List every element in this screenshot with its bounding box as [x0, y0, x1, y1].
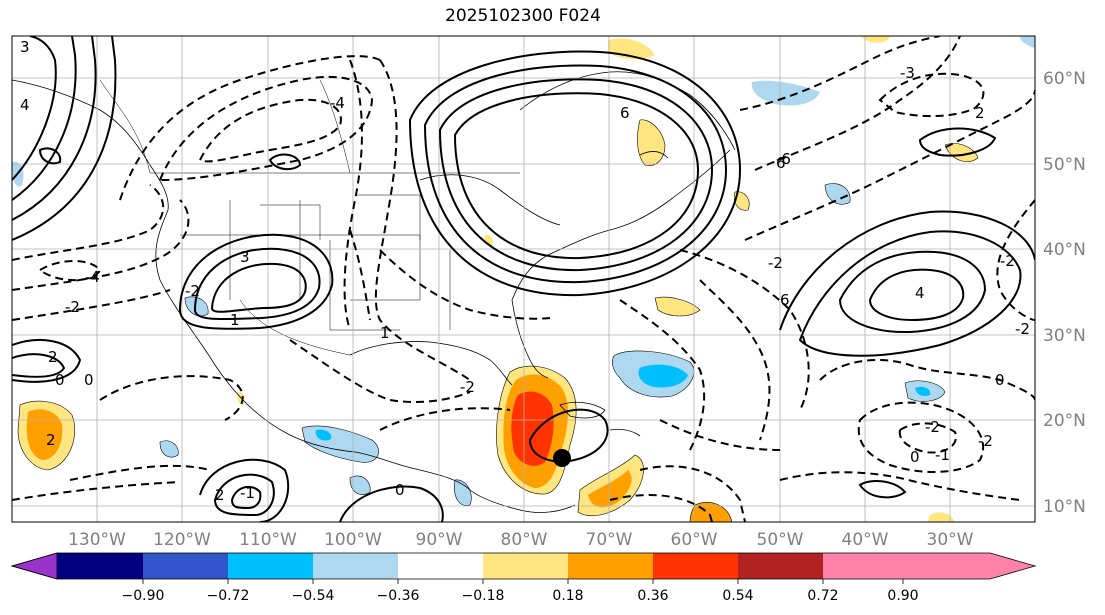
contour-label: 2: [46, 431, 56, 449]
colorbar-segment: [228, 553, 313, 579]
contour-label: 6: [780, 291, 790, 309]
contour-label: -2: [460, 378, 475, 396]
colorbar-extend-low: [10, 552, 58, 580]
lon-label: 60°W: [671, 530, 718, 550]
contour-labels: 3 4 6 3 0 2 4 6 6 -3 -4 -2 -2 2 -2 0 -2 …: [20, 38, 1030, 504]
contour-label: -1: [240, 484, 255, 502]
colorbar-segment: [57, 553, 143, 579]
storm-position-marker: [553, 449, 571, 467]
colorbar-segment: [483, 553, 568, 579]
colorbar: −0.90 −0.72 −0.54 −0.36 −0.18 0.18 0.36 …: [10, 552, 1037, 604]
map-title: 2025102300 F024: [445, 6, 601, 26]
colorbar-segment: [398, 553, 483, 579]
lat-label: 40°N: [1043, 240, 1086, 260]
contour-label: 4: [915, 284, 925, 302]
contour-label: 1: [230, 311, 240, 329]
colorbar-tick-label: −0.72: [207, 588, 250, 604]
latitude-labels: 60°N 50°N 40°N 30°N 20°N 10°N: [1043, 69, 1086, 517]
contour-label: 4: [20, 96, 30, 114]
colorbar-extend-high: [903, 553, 1035, 579]
contour-label: 0: [55, 371, 65, 389]
lon-label: 50°W: [757, 530, 804, 550]
colorbar-tick-label: 0.72: [807, 588, 838, 604]
colorbar-segment: [143, 553, 228, 579]
contour-label: -6: [776, 150, 791, 168]
contour-label: -4: [330, 94, 345, 112]
colorbar-tick-label: −0.90: [122, 588, 165, 604]
lon-label: 130°W: [68, 530, 126, 550]
lat-label: 10°N: [1043, 497, 1086, 517]
contour-label: 0: [995, 371, 1005, 389]
lon-label: 100°W: [324, 530, 382, 550]
contour-label: 3: [20, 38, 30, 56]
contour-label: -2: [185, 282, 200, 300]
contour-label: -4: [85, 268, 100, 286]
contour-label: -2: [925, 418, 940, 436]
coastlines: [12, 71, 736, 513]
gridlines: [12, 36, 1035, 522]
lat-label: 50°N: [1043, 155, 1086, 175]
lat-label: 20°N: [1043, 411, 1086, 431]
colorbar-tick-label: −0.54: [292, 588, 335, 604]
lon-label: 90°W: [416, 530, 463, 550]
contour-label: 6: [776, 154, 786, 172]
colorbar-tick-label: 0.90: [887, 588, 918, 604]
negative-contours: [12, 36, 1035, 522]
contour-label: 2: [215, 486, 225, 504]
contour-label: -3: [900, 64, 915, 82]
colorbar-segment: [568, 553, 653, 579]
colorbar-tick-label: −0.18: [462, 588, 505, 604]
contour-label: 6: [620, 104, 630, 122]
contour-label: 2: [48, 348, 58, 366]
colorbar-tick-label: 0.36: [637, 588, 668, 604]
lat-label: 30°N: [1043, 326, 1086, 346]
lon-label: 110°W: [239, 530, 297, 550]
positive-contours: [12, 36, 1035, 522]
contour-label: -2: [978, 432, 993, 450]
contour-label: -2: [1015, 320, 1030, 338]
colorbar-tick-labels: −0.90 −0.72 −0.54 −0.36 −0.18 0.18 0.36 …: [122, 588, 919, 604]
colorbar-segment: [738, 553, 823, 579]
lon-label: 120°W: [153, 530, 211, 550]
colorbar-outline: [10, 552, 1037, 580]
colorbar-tick-label: 0.18: [552, 588, 583, 604]
longitude-labels: 130°W 120°W 110°W 100°W 90°W 80°W 70°W 6…: [68, 530, 974, 550]
contour-label: 0: [395, 481, 405, 499]
colorbar-tick-label: −0.36: [377, 588, 420, 604]
contour-label: -1: [935, 446, 950, 464]
lon-label: 70°W: [586, 530, 633, 550]
contour-label: 0: [84, 371, 94, 389]
map-frame: [11, 35, 1036, 523]
lat-label: 60°N: [1043, 69, 1086, 89]
colorbar-segment: [653, 553, 738, 579]
contour-label: 3: [240, 248, 250, 266]
contour-label: -2: [65, 298, 80, 316]
contour-label: 0: [910, 448, 920, 466]
lon-label: 40°W: [842, 530, 889, 550]
colorbar-segment: [313, 553, 398, 579]
lon-label: 30°W: [927, 530, 974, 550]
lon-label: 80°W: [501, 530, 548, 550]
colorbar-segment: [823, 553, 903, 579]
colorbar-ticks: [142, 579, 904, 584]
contour-label: -2: [1000, 252, 1015, 270]
contour-label: -2: [768, 254, 783, 272]
contour-label: 1: [380, 324, 390, 342]
colorbar-tick-label: 0.54: [722, 588, 753, 604]
contour-label: 2: [975, 104, 985, 122]
